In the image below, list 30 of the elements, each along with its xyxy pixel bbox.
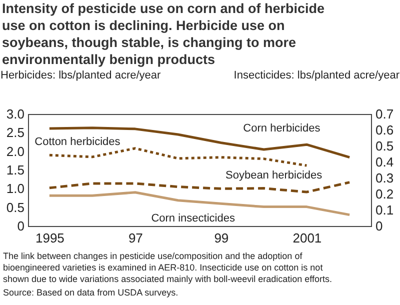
x-tick-label: 2001 <box>292 230 322 246</box>
y2-tick-label: 0.6 <box>376 122 394 138</box>
y-tick-label: 1.5 <box>6 162 24 178</box>
y-tick-label: 2.0 <box>6 144 24 159</box>
y2-tick-label: 0.4 <box>376 154 394 170</box>
text: The link between changes in pesticide use/composition and the adoption of bioengineered varieties is examined in AER-810. Insecticide use on cotton is not shown due to wide variations associated mainly with boll-weevil eradication efforts. <box>3 251 332 284</box>
y2-tick-label: 0.7 <box>376 106 394 122</box>
source-note: Source: Based on data from USDA surveys. <box>3 288 178 298</box>
y2-tick-label: 0.2 <box>376 186 394 202</box>
series-label: Soybean herbicides <box>226 169 323 182</box>
x-tick-label: 99 <box>214 230 229 246</box>
y2-tick-label: 0.5 <box>376 138 394 154</box>
y-tick-label: 1.0 <box>6 181 24 196</box>
x-tick-label: 1995 <box>35 230 64 246</box>
series-label: Cotton herbicides <box>34 136 121 148</box>
line-series <box>48 181 351 194</box>
x-tick-label: 97 <box>128 230 143 246</box>
y-tick-label: 2.5 <box>6 125 24 140</box>
y2-tick-label: 0 <box>376 218 383 234</box>
series-label: Corn herbicides <box>243 122 321 135</box>
y2-tick-label: 0.1 <box>376 202 394 218</box>
y-tick-label: 0.5 <box>6 200 24 215</box>
line-series <box>48 147 308 167</box>
y2-tick-label: 0.3 <box>376 170 394 186</box>
series-label: Corn insecticides <box>151 212 236 224</box>
y-tick-label: 0 <box>17 218 24 234</box>
y2-axis-title: Insecticides: lbs/planted acre/year <box>234 70 400 82</box>
y-axis-title: Herbicides: lbs/planted acre/year <box>0 70 162 82</box>
y-tick-label: 3.0 <box>6 106 24 122</box>
chart-title: Intensity of pesticide use on corn and of herbicide use on cotton is declining. Herbicide use on soybeans, though stable, is changing to more environmentally benign products <box>2 1 326 67</box>
